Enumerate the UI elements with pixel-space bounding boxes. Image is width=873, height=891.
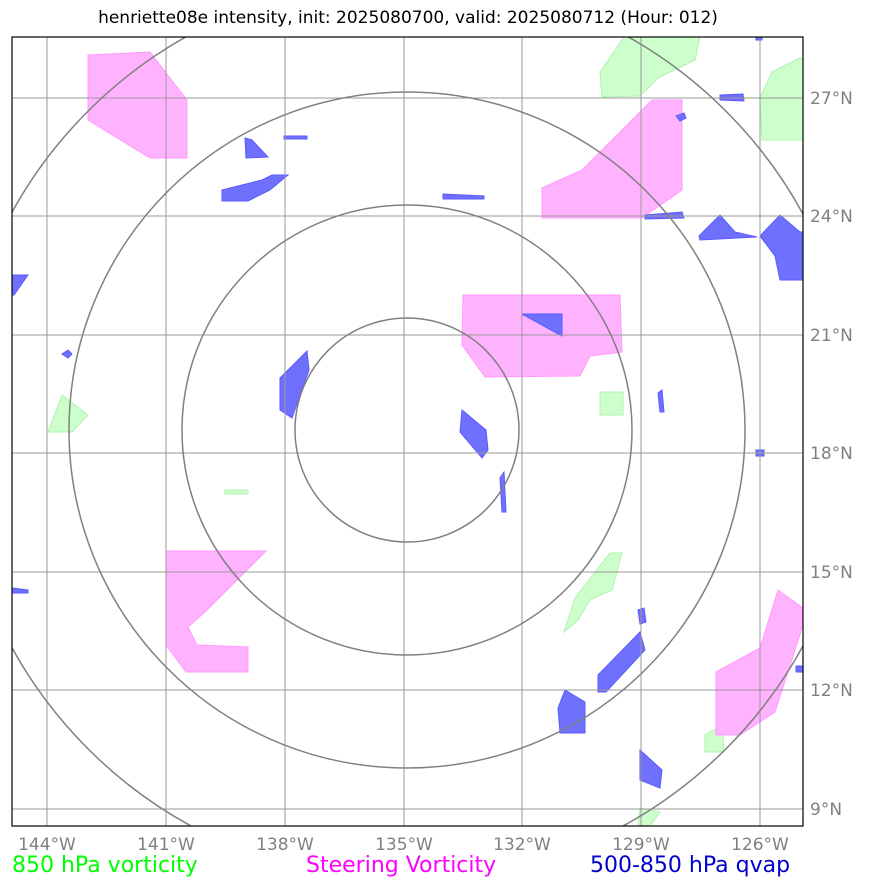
- latitude-label: 27°N: [810, 89, 853, 109]
- qvap-layer: [12, 37, 803, 789]
- vorticity-850-area: [599, 391, 624, 416]
- qvap-area: [459, 409, 489, 459]
- qvap-area: [61, 349, 73, 359]
- latitude-label: 15°N: [810, 563, 853, 583]
- qvap-area: [698, 214, 758, 241]
- latitude-label: 18°N: [810, 444, 853, 464]
- steering-vorticity-area: [165, 550, 268, 673]
- latitude-label: 24°N: [810, 207, 853, 227]
- qvap-area: [283, 135, 308, 140]
- map-title: henriette08e intensity, init: 2025080700…: [98, 8, 718, 28]
- legend-qvap: 500-850 hPa qvap: [590, 853, 791, 878]
- qvap-area: [759, 214, 803, 281]
- qvap-area: [557, 689, 586, 734]
- map-frame: [11, 36, 804, 827]
- longitude-label: 132°W: [493, 835, 551, 855]
- qvap-area: [637, 607, 647, 625]
- qvap-area: [675, 112, 687, 122]
- longitude-label: 138°W: [256, 835, 314, 855]
- steering-vorticity-area: [461, 294, 623, 378]
- qvap-area: [639, 748, 663, 789]
- vorticity-850-layer: [47, 37, 803, 826]
- range-ring: [181, 204, 633, 656]
- qvap-area: [499, 470, 507, 513]
- longitude-label: 144°W: [18, 835, 76, 855]
- qvap-area: [442, 193, 485, 200]
- latitude-label: 21°N: [810, 326, 853, 346]
- longitude-label: 141°W: [137, 835, 195, 855]
- vorticity-850-area: [224, 489, 249, 495]
- qvap-area: [221, 174, 290, 202]
- qvap-area: [795, 665, 803, 673]
- latitude-label: 9°N: [810, 800, 842, 820]
- qvap-area: [597, 631, 646, 693]
- map-plot-area: [12, 37, 803, 826]
- vorticity-850-area: [759, 57, 803, 141]
- qvap-area: [12, 274, 29, 296]
- vorticity-850-area: [47, 394, 89, 433]
- qvap-area: [12, 587, 29, 594]
- qvap-area: [244, 137, 270, 159]
- latitude-label: 12°N: [810, 681, 853, 701]
- steering-vorticity-layer: [87, 51, 803, 736]
- graticule: [12, 37, 803, 826]
- range-ring: [68, 91, 746, 769]
- vorticity-850-area: [562, 552, 623, 634]
- steering-vorticity-area: [541, 99, 683, 219]
- range-rings: [12, 37, 803, 826]
- longitude-axis: 144°W 141°W 138°W 135°W 132°W 129°W 126°…: [18, 835, 789, 855]
- vorticity-850-area: [599, 37, 701, 98]
- legend-steering-vorticity: Steering Vorticity: [306, 853, 497, 878]
- qvap-area: [279, 349, 310, 419]
- qvap-area: [521, 313, 563, 337]
- range-ring: [294, 317, 520, 543]
- legend-850-vorticity: 850 hPa vorticity: [12, 853, 198, 878]
- longitude-label: 129°W: [612, 835, 670, 855]
- vorticity-850-area: [637, 807, 661, 826]
- qvap-area: [657, 389, 665, 413]
- longitude-label: 126°W: [731, 835, 789, 855]
- latitude-axis: 27°N 24°N 21°N 18°N 15°N 12°N 9°N: [810, 89, 853, 820]
- steering-vorticity-area: [87, 51, 188, 159]
- longitude-label: 135°W: [375, 835, 433, 855]
